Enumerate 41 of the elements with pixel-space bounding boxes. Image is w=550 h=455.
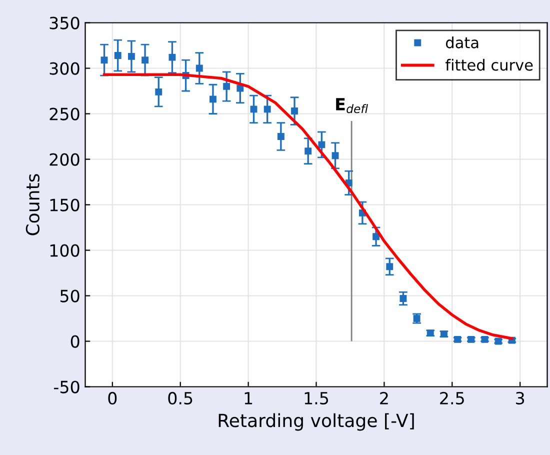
y-axis-title: Counts (26, 174, 40, 236)
point (332, 152, 339, 160)
x-tick-label: 1 (244, 392, 252, 404)
point (155, 88, 162, 96)
point (100, 56, 108, 64)
legend-label: fitted curve (445, 58, 533, 71)
y-tick-label: 300 (50, 62, 80, 75)
point (318, 141, 326, 148)
point (236, 84, 244, 92)
x-tick-label: 2 (380, 392, 388, 404)
x-tick-label: 0 (108, 392, 117, 405)
point (304, 148, 312, 155)
y-tick-label: 200 (50, 153, 80, 166)
point (168, 54, 176, 61)
point (223, 82, 230, 90)
y-tick-label: -50 (54, 380, 80, 394)
y-tick-label: 150 (50, 198, 80, 212)
legend-label: data (446, 36, 478, 48)
y-tick-label: 100 (50, 244, 80, 257)
point (210, 96, 216, 103)
point (386, 263, 394, 270)
y-tick-label: 0 (70, 335, 80, 348)
x-tick-label: 3 (516, 392, 524, 405)
y-tick-label: 250 (50, 108, 80, 120)
point (114, 52, 122, 59)
point (128, 52, 135, 60)
point (250, 106, 258, 113)
x-tick-label: 0.5 (168, 392, 192, 405)
x-tick-label: 1.5 (304, 392, 328, 405)
point (277, 133, 284, 140)
point (291, 108, 298, 114)
x-tick-label: 2.5 (440, 392, 464, 405)
ref-line-label: E$_{defl}$ (336, 98, 368, 114)
point (372, 233, 380, 240)
y-tick-label: 50 (60, 290, 80, 302)
point (196, 64, 203, 72)
point (400, 295, 407, 302)
x-axis-title: Retarding voltage [-V] (218, 413, 414, 431)
point (142, 56, 149, 64)
point (264, 106, 271, 113)
y-tick-label: 350 (50, 16, 80, 30)
